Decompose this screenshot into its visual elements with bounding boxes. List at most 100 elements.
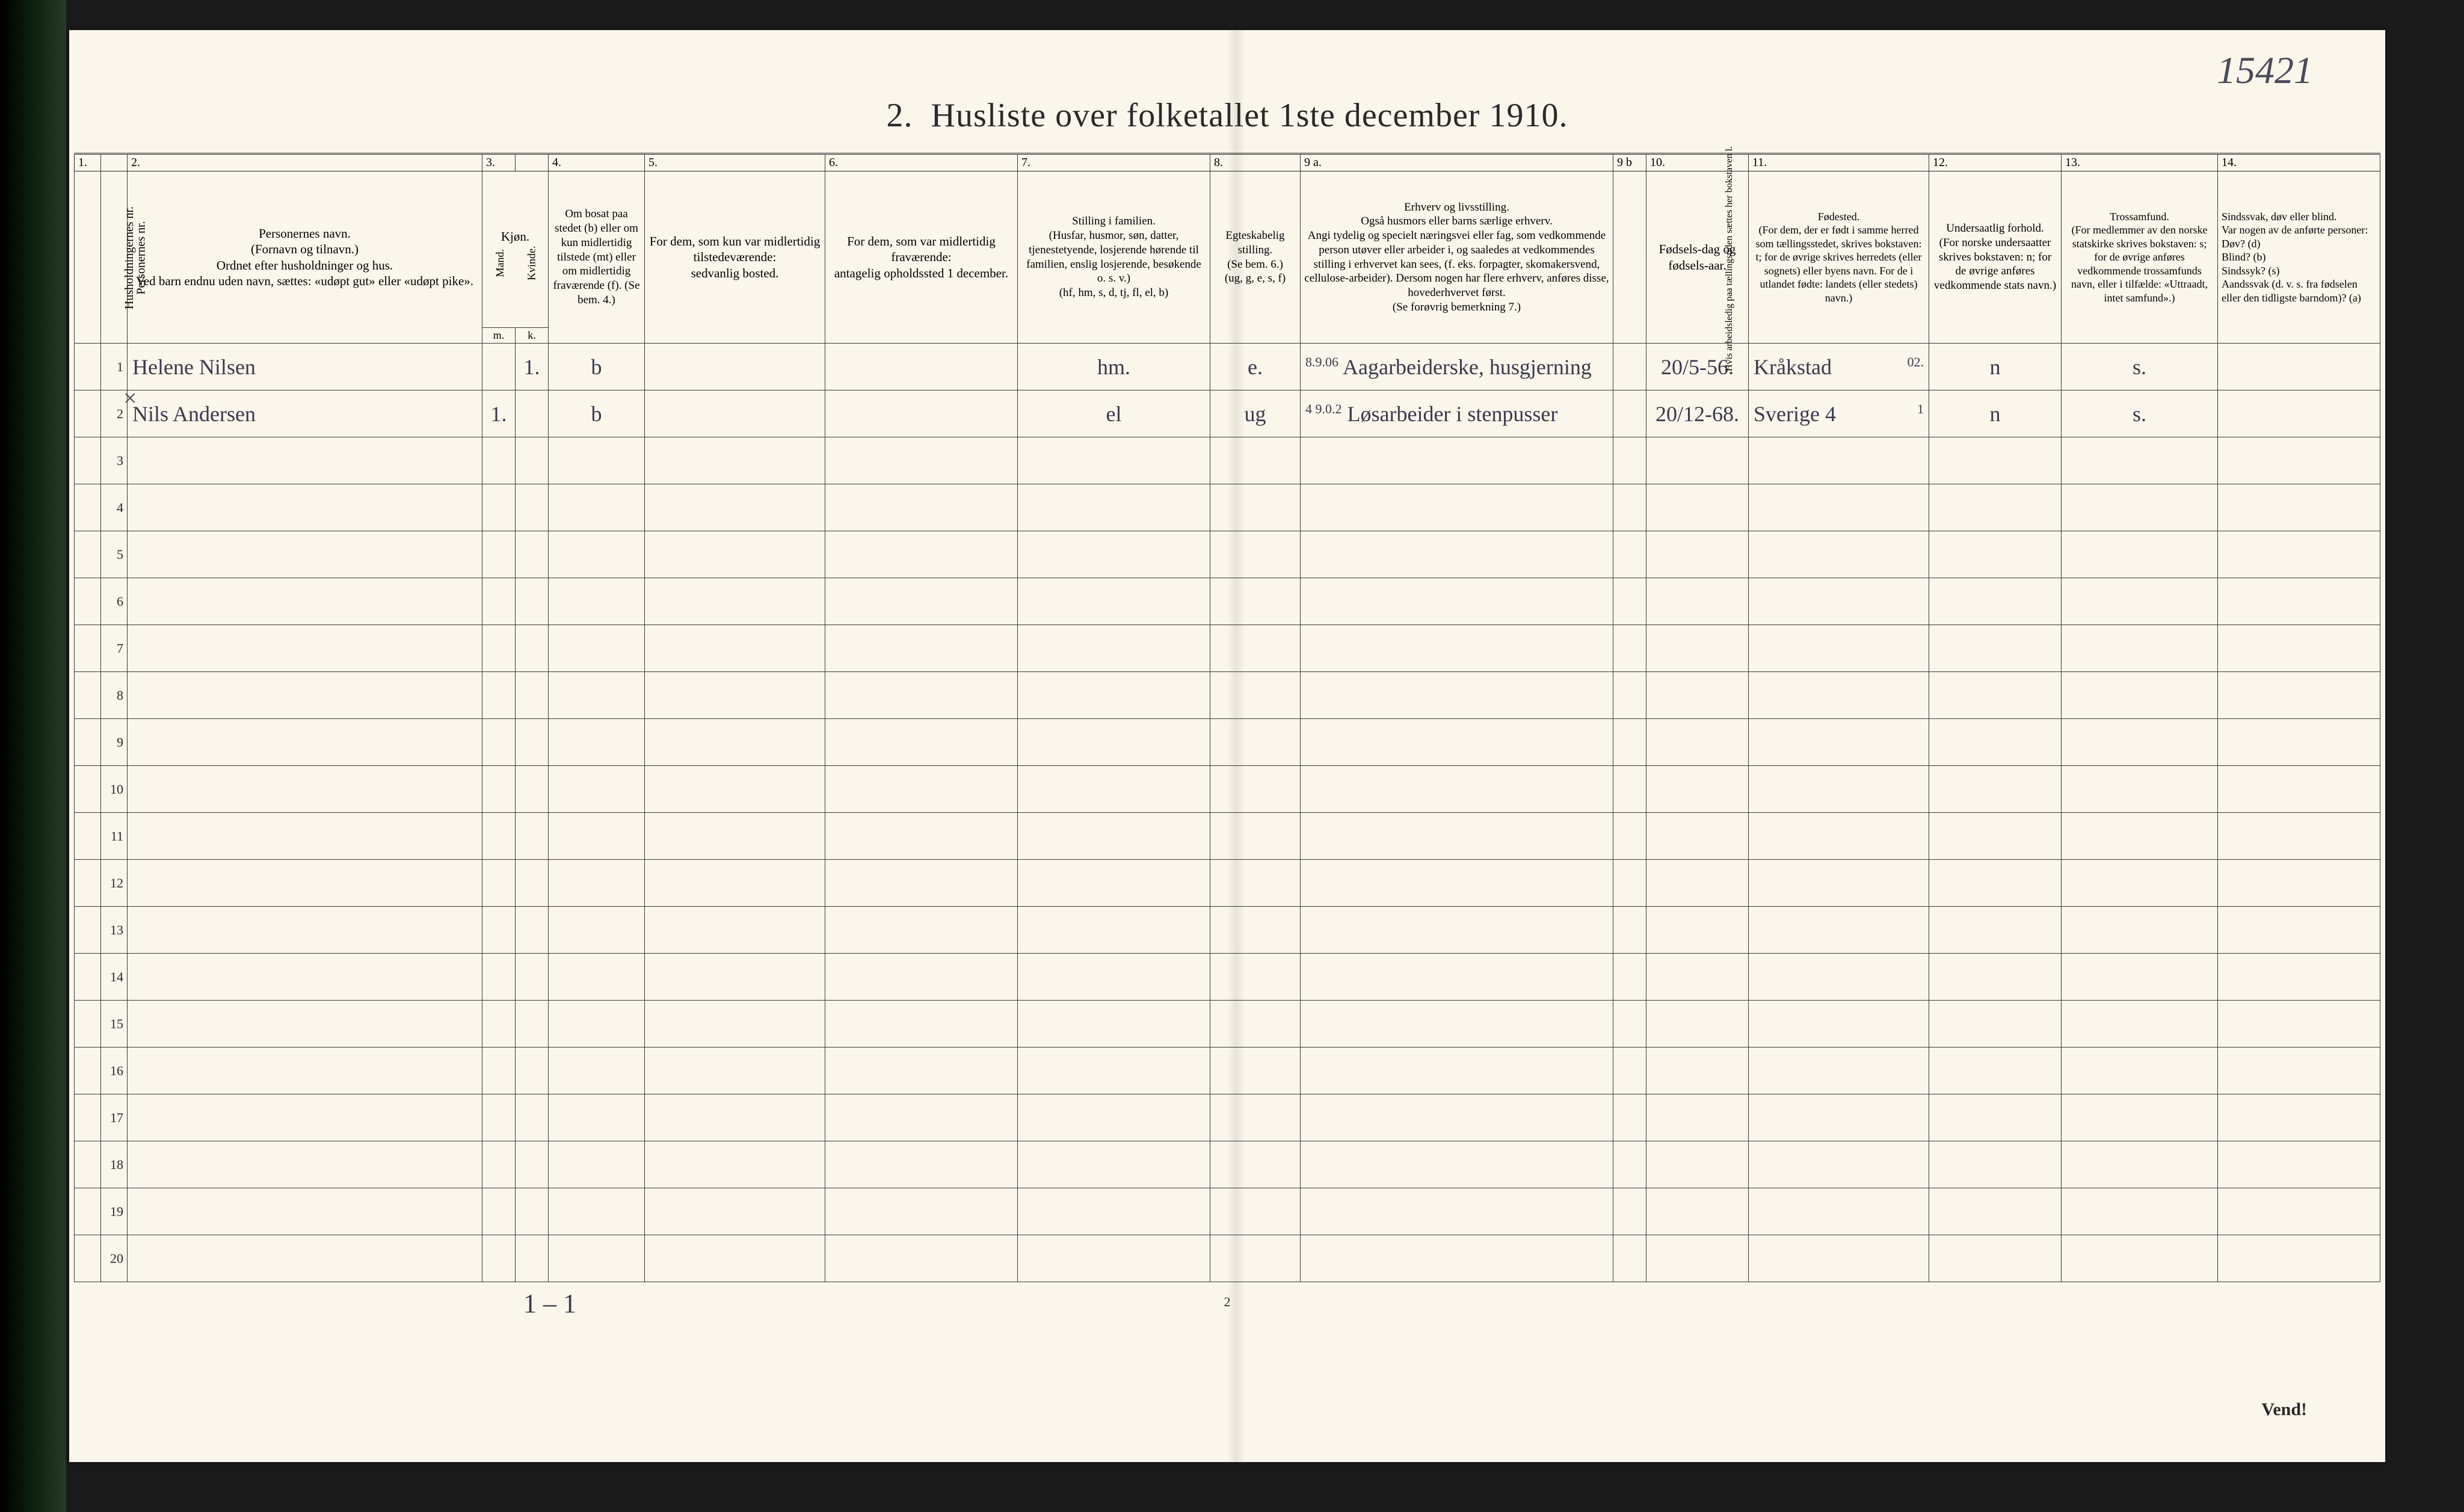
table-cell xyxy=(1301,1188,1613,1235)
table-cell xyxy=(549,1001,645,1048)
table-cell xyxy=(645,1048,825,1094)
table-cell xyxy=(2062,1094,2218,1141)
table-cell xyxy=(75,531,101,578)
table-cell xyxy=(482,578,516,625)
table-cell xyxy=(1018,860,1210,907)
table-cell xyxy=(2062,954,2218,1001)
table-cell xyxy=(645,484,825,531)
table-cell xyxy=(1613,390,1646,437)
table-cell xyxy=(75,813,101,860)
table-row: 3 xyxy=(75,437,2380,484)
table-cell: 6 xyxy=(101,578,128,625)
census-page: 15421 2.Husliste over folketallet 1ste d… xyxy=(69,30,2385,1462)
table-cell xyxy=(1210,578,1301,625)
table-cell xyxy=(825,1188,1018,1235)
table-cell xyxy=(825,484,1018,531)
table-cell xyxy=(516,860,549,907)
table-cell xyxy=(1301,907,1613,954)
table-cell xyxy=(75,907,101,954)
table-cell xyxy=(2218,1048,2380,1094)
column-number: 9 b xyxy=(1613,154,1646,171)
table-cell xyxy=(1018,1235,1210,1282)
row-margin-mark: × xyxy=(123,384,137,412)
table-cell xyxy=(645,390,825,437)
table-cell xyxy=(128,907,482,954)
table-cell xyxy=(549,954,645,1001)
table-cell xyxy=(2062,766,2218,813)
table-cell xyxy=(516,484,549,531)
table-cell xyxy=(75,1048,101,1094)
printed-page-number: 2 xyxy=(1224,1294,1231,1310)
table-cell xyxy=(1301,672,1613,719)
table-cell xyxy=(549,1048,645,1094)
gender-tally: 1 – 1 xyxy=(523,1288,576,1319)
table-cell xyxy=(549,1094,645,1141)
table-cell xyxy=(1929,860,2062,907)
title-text: Husliste over folketallet 1ste december … xyxy=(931,97,1568,134)
table-cell xyxy=(549,907,645,954)
table-cell xyxy=(1018,719,1210,766)
table-cell xyxy=(2218,344,2380,390)
table-cell xyxy=(2062,1001,2218,1048)
table-cell xyxy=(1210,1048,1301,1094)
col3-m-sub: m. xyxy=(482,328,516,344)
table-cell xyxy=(75,578,101,625)
col3-k-sub: k. xyxy=(516,328,549,344)
table-cell xyxy=(1929,1094,2062,1141)
table-cell xyxy=(128,625,482,672)
column-number xyxy=(101,154,128,171)
table-cell xyxy=(2062,907,2218,954)
table-cell xyxy=(1613,531,1646,578)
table-cell xyxy=(645,1001,825,1048)
table-cell: ug xyxy=(1210,390,1301,437)
table-cell xyxy=(1210,766,1301,813)
table-row: 10 xyxy=(75,766,2380,813)
header-row: Husholdningernes nr. Personernes nr. Per… xyxy=(75,171,2380,328)
table-cell xyxy=(1613,578,1646,625)
table-row: 16 xyxy=(75,1048,2380,1094)
table-cell xyxy=(1210,1001,1301,1048)
table-cell xyxy=(549,719,645,766)
table-cell xyxy=(2062,484,2218,531)
table-cell xyxy=(2218,1235,2380,1282)
table-cell xyxy=(1749,1141,1929,1188)
table-cell xyxy=(825,813,1018,860)
table-cell xyxy=(1613,1094,1646,1141)
table-cell: 20 xyxy=(101,1235,128,1282)
table-cell xyxy=(645,578,825,625)
table-cell xyxy=(825,860,1018,907)
table-cell xyxy=(1749,1235,1929,1282)
table-cell xyxy=(1613,1235,1646,1282)
table-cell xyxy=(645,672,825,719)
table-cell xyxy=(2218,1001,2380,1048)
table-cell xyxy=(2218,860,2380,907)
table-cell xyxy=(128,672,482,719)
table-cell xyxy=(482,1235,516,1282)
table-cell xyxy=(645,625,825,672)
col2-header: Personernes navn. (Fornavn og tilnavn.) … xyxy=(128,171,482,344)
table-cell xyxy=(1749,907,1929,954)
col1a-header: Husholdningernes nr. xyxy=(75,171,101,344)
column-number: 7. xyxy=(1018,154,1210,171)
table-cell xyxy=(1210,1188,1301,1235)
table-cell xyxy=(482,1094,516,1141)
table-cell xyxy=(1018,1141,1210,1188)
handwritten-page-number: 15421 xyxy=(2217,48,2313,93)
table-cell xyxy=(825,1235,1018,1282)
table-cell xyxy=(1018,907,1210,954)
table-cell xyxy=(2062,1188,2218,1235)
table-cell xyxy=(2062,1141,2218,1188)
table-cell xyxy=(75,1235,101,1282)
table-cell: el xyxy=(1018,390,1210,437)
table-cell: 1Sverige 4 xyxy=(1749,390,1929,437)
table-cell xyxy=(1929,625,2062,672)
table-cell xyxy=(75,1141,101,1188)
table-cell xyxy=(516,531,549,578)
table-cell xyxy=(825,766,1018,813)
table-cell xyxy=(825,578,1018,625)
table-cell: 4 xyxy=(101,484,128,531)
table-cell xyxy=(75,672,101,719)
table-cell xyxy=(75,719,101,766)
table-cell xyxy=(1613,813,1646,860)
table-cell: 1. xyxy=(482,390,516,437)
